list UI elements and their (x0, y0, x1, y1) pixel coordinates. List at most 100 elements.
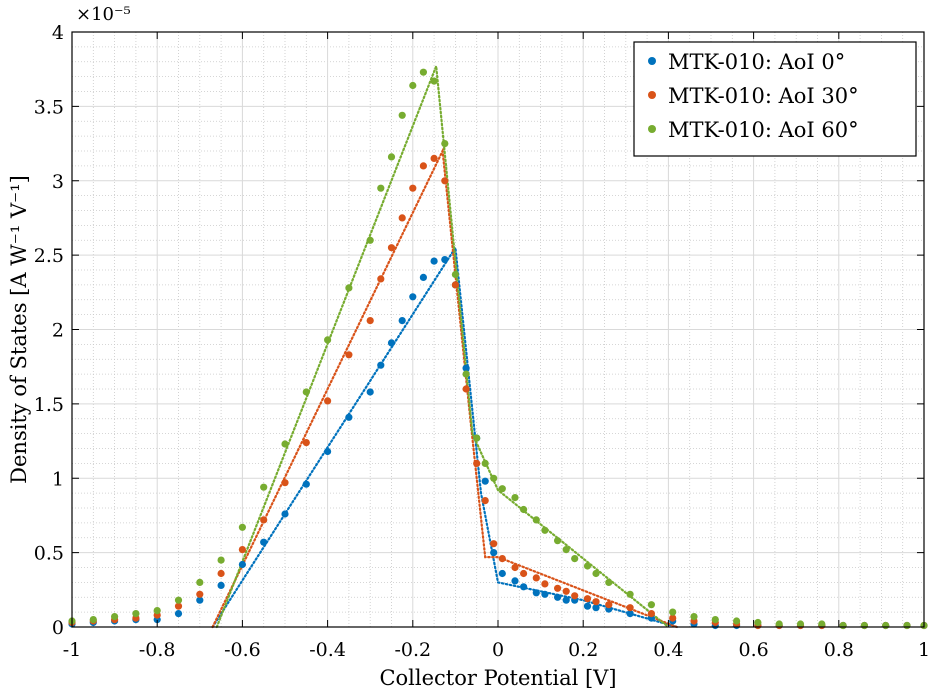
data-point (626, 590, 634, 598)
data-point (174, 610, 183, 618)
fit-line (211, 244, 679, 629)
data-point (498, 485, 506, 493)
y-tick-labels: 0 0.5 1 1.5 2 2.5 3 3.5 4 (34, 22, 64, 639)
data-point (377, 275, 385, 283)
x-tick-label: 0.4 (653, 639, 683, 661)
data-point (430, 154, 438, 162)
data-point (473, 459, 481, 467)
data-point (441, 177, 449, 185)
data-point (419, 68, 427, 76)
data-point (409, 293, 417, 301)
data-point (532, 589, 540, 597)
data-point (511, 494, 519, 502)
data-point (541, 580, 549, 588)
data-point (366, 388, 374, 396)
data-point (387, 339, 396, 347)
data-point (818, 620, 826, 628)
y-tick-label: 2.5 (34, 245, 64, 267)
data-point (711, 616, 719, 624)
data-point (490, 549, 498, 557)
data-point (196, 590, 204, 598)
data-point (592, 604, 600, 612)
data-point (196, 578, 204, 587)
x-tick-label: -0.2 (394, 639, 431, 661)
y-tick-label: 0.5 (34, 543, 64, 565)
data-point (605, 578, 613, 587)
data-point (592, 569, 600, 578)
data-point (377, 184, 385, 192)
data-point (441, 140, 449, 148)
data-point (490, 540, 498, 548)
data-point (217, 569, 225, 578)
data-point (366, 317, 374, 325)
data-point (520, 505, 528, 514)
data-point (302, 439, 310, 447)
legend-entry: MTK-010: AoI 60° (668, 118, 859, 142)
data-point (387, 153, 396, 161)
data-point (430, 257, 438, 265)
x-tick-label: 0.6 (738, 639, 768, 661)
data-point (562, 546, 570, 554)
data-point (345, 413, 353, 421)
data-point (111, 613, 119, 621)
data-point (398, 214, 406, 222)
data-point (583, 562, 592, 570)
data-point (462, 370, 470, 378)
data-point (196, 596, 204, 604)
data-point (462, 364, 470, 372)
data-point (451, 281, 459, 289)
legend-marker (648, 91, 656, 99)
data-point (238, 523, 246, 531)
data-point (532, 574, 540, 582)
x-tick-label: 0 (492, 639, 504, 661)
data-point (498, 555, 506, 563)
tick-marks (71, 31, 925, 628)
data-point (775, 620, 783, 628)
x-tick-labels: -1 -0.8 -0.6 -0.4 -0.2 0 0.2 0.4 0.6 0.8 1 (63, 639, 928, 661)
data-point (562, 596, 570, 604)
data-point (281, 440, 289, 448)
data-point (89, 616, 97, 624)
data-point (592, 598, 600, 606)
legend-marker (648, 125, 656, 133)
data-point (377, 361, 385, 369)
fit-line (211, 147, 679, 629)
data-point (281, 510, 289, 518)
data-point (345, 351, 353, 359)
data-point (626, 604, 634, 612)
data-point (669, 608, 677, 616)
data-point (554, 584, 562, 592)
data-point (281, 479, 289, 487)
data-point (571, 555, 579, 563)
data-point (473, 434, 481, 442)
data-point (647, 601, 656, 609)
data-point (520, 569, 528, 578)
y-exponent-label: ×10⁻⁵ (76, 4, 131, 25)
data-point (562, 587, 570, 595)
data-point (481, 459, 489, 467)
data-point (583, 602, 592, 610)
data-point (153, 607, 161, 615)
y-tick-label: 1 (52, 468, 64, 490)
data-point (366, 236, 374, 244)
x-tick-label: -0.8 (139, 639, 176, 661)
data-point (733, 617, 741, 625)
data-point (554, 537, 562, 545)
y-tick-label: 3 (52, 171, 64, 193)
data-point (302, 388, 310, 396)
data-point (409, 184, 417, 192)
data-point (520, 583, 528, 591)
legend-box (633, 41, 917, 157)
x-axis-label: Collector Potential [V] (379, 666, 616, 690)
data-point (481, 477, 489, 485)
data-point (541, 526, 549, 534)
y-tick-label: 3.5 (34, 96, 64, 118)
fit-lines (211, 65, 679, 629)
data-point (324, 336, 332, 344)
x-tick-label: -1 (63, 639, 82, 661)
data-point (882, 621, 890, 630)
y-tick-label: 2 (52, 320, 64, 342)
fit-line (215, 65, 670, 629)
data-point (571, 592, 579, 600)
data-point (419, 162, 427, 170)
